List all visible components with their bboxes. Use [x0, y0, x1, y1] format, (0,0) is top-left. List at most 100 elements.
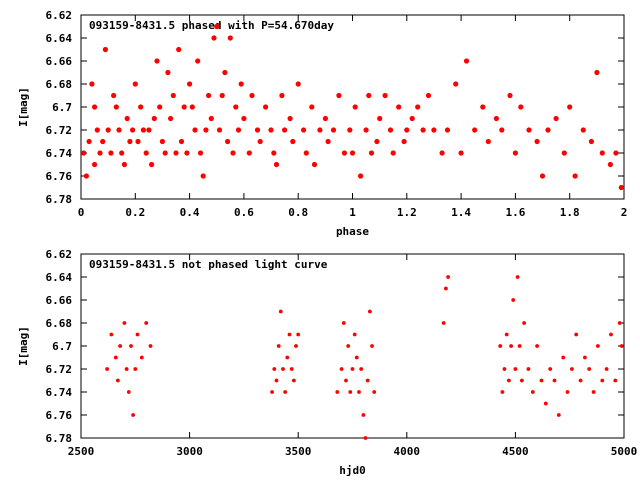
- phased-data-point: [254, 127, 261, 133]
- phased-data-point: [607, 161, 614, 168]
- phased-data-point: [553, 115, 559, 122]
- unphased-data-point: [446, 275, 450, 279]
- unphased-data-point: [118, 344, 122, 348]
- phased-data-point: [151, 115, 157, 122]
- phased-data-point: [561, 150, 567, 156]
- phased-x-tick-label: 1.4: [451, 206, 471, 219]
- phased-data-point: [539, 173, 546, 179]
- unphased-data-point: [346, 344, 351, 348]
- unphased-data-point: [352, 332, 357, 337]
- phased-data-point: [322, 115, 328, 122]
- phased-data-point: [203, 127, 209, 133]
- phased-data-point: [154, 58, 160, 64]
- phased-data-point: [113, 104, 119, 110]
- phased-data-point: [168, 115, 174, 122]
- phased-data-point: [124, 115, 130, 122]
- unphased-data-point: [498, 344, 503, 348]
- unphased-data-point: [350, 367, 355, 371]
- unphased-data-point: [535, 344, 539, 348]
- phased-data-point: [499, 127, 505, 133]
- unphased-data-point: [339, 367, 344, 371]
- phased-data-point: [390, 150, 396, 156]
- unphased-data-point: [539, 378, 544, 383]
- unphased-x-tick-label: 2500: [68, 445, 95, 458]
- phased-data-point: [173, 150, 179, 156]
- unphased-data-point: [344, 378, 348, 383]
- unphased-data-point: [126, 390, 131, 394]
- unphased-data-point: [113, 355, 118, 360]
- unphased-x-axis-label: hjd0: [339, 464, 366, 477]
- phased-data-point: [127, 138, 133, 145]
- unphased-data-point: [613, 378, 618, 383]
- phased-data-point: [368, 150, 375, 156]
- phased-data-point: [108, 150, 114, 156]
- unphased-data-point: [526, 367, 531, 371]
- unphased-data-point: [272, 367, 277, 371]
- phased-data-point: [208, 115, 214, 122]
- phased-data-point: [347, 127, 353, 133]
- phased-plot-frame: [80, 14, 625, 200]
- phased-data-point: [181, 104, 187, 110]
- phased-data-point: [295, 81, 301, 87]
- phased-data-point: [225, 138, 231, 145]
- unphased-y-tick-label: 6.66: [46, 294, 73, 307]
- unphased-data-point: [357, 390, 361, 394]
- phased-data-point: [238, 81, 244, 87]
- unphased-data-point: [116, 378, 120, 383]
- phased-data-point: [249, 92, 255, 99]
- phased-data-point: [246, 150, 252, 156]
- phased-data-point: [146, 127, 152, 133]
- unphased-data-point: [600, 378, 605, 383]
- unphased-data-point: [276, 344, 281, 348]
- unphased-data-point: [591, 390, 596, 394]
- phased-data-point: [382, 92, 388, 99]
- phased-y-tick-label: 6.76: [46, 170, 73, 183]
- unphased-y-axis-label: I[mag]: [17, 326, 30, 366]
- phased-data-point: [409, 115, 415, 122]
- unphased-data-point: [517, 344, 522, 348]
- unphased-data-point: [604, 367, 609, 371]
- unphased-data-point: [570, 367, 574, 371]
- phased-data-point: [352, 104, 358, 110]
- phased-data-point: [480, 104, 486, 110]
- unphased-data-point: [556, 413, 561, 417]
- phased-data-point: [439, 150, 445, 156]
- unphased-data-point: [619, 344, 624, 348]
- phased-data-point: [287, 115, 293, 122]
- unphased-data-point: [133, 367, 138, 371]
- phased-data-point: [257, 138, 263, 145]
- phased-data-point: [309, 104, 315, 110]
- phased-data-point: [149, 161, 155, 168]
- phased-data-point: [116, 127, 122, 133]
- unphased-data-point: [370, 344, 374, 348]
- phased-data-point: [227, 35, 233, 41]
- phased-data-point: [187, 81, 193, 87]
- phased-data-point: [366, 92, 372, 99]
- phased-data-point: [618, 184, 624, 191]
- phased-data-point: [415, 104, 421, 110]
- unphased-data-point: [502, 367, 507, 371]
- phased-data-point: [192, 127, 198, 133]
- phased-y-tick-label: 6.72: [46, 124, 73, 137]
- phased-data-point: [279, 92, 285, 99]
- phased-data-point: [420, 127, 426, 133]
- phased-y-tick-label: 6.78: [46, 193, 73, 206]
- unphased-plot-frame: [80, 253, 625, 439]
- phased-data-point: [233, 104, 239, 110]
- phased-data-point: [325, 138, 331, 145]
- unphased-x-tick-label: 3500: [285, 445, 312, 458]
- unphased-data-point: [124, 367, 129, 371]
- unphased-data-point: [504, 332, 509, 337]
- unphased-data-point: [552, 378, 557, 383]
- phased-data-point: [273, 161, 280, 168]
- phased-data-point: [219, 92, 225, 99]
- phased-data-point: [301, 127, 307, 133]
- phased-data-point: [485, 138, 491, 145]
- phased-data-point: [140, 127, 146, 133]
- phased-data-point: [92, 104, 98, 110]
- phased-data-point: [81, 150, 87, 156]
- unphased-data-point: [135, 332, 140, 337]
- phased-data-point: [222, 69, 228, 76]
- unphased-data-point: [296, 332, 301, 337]
- unphased-data-point: [348, 390, 353, 394]
